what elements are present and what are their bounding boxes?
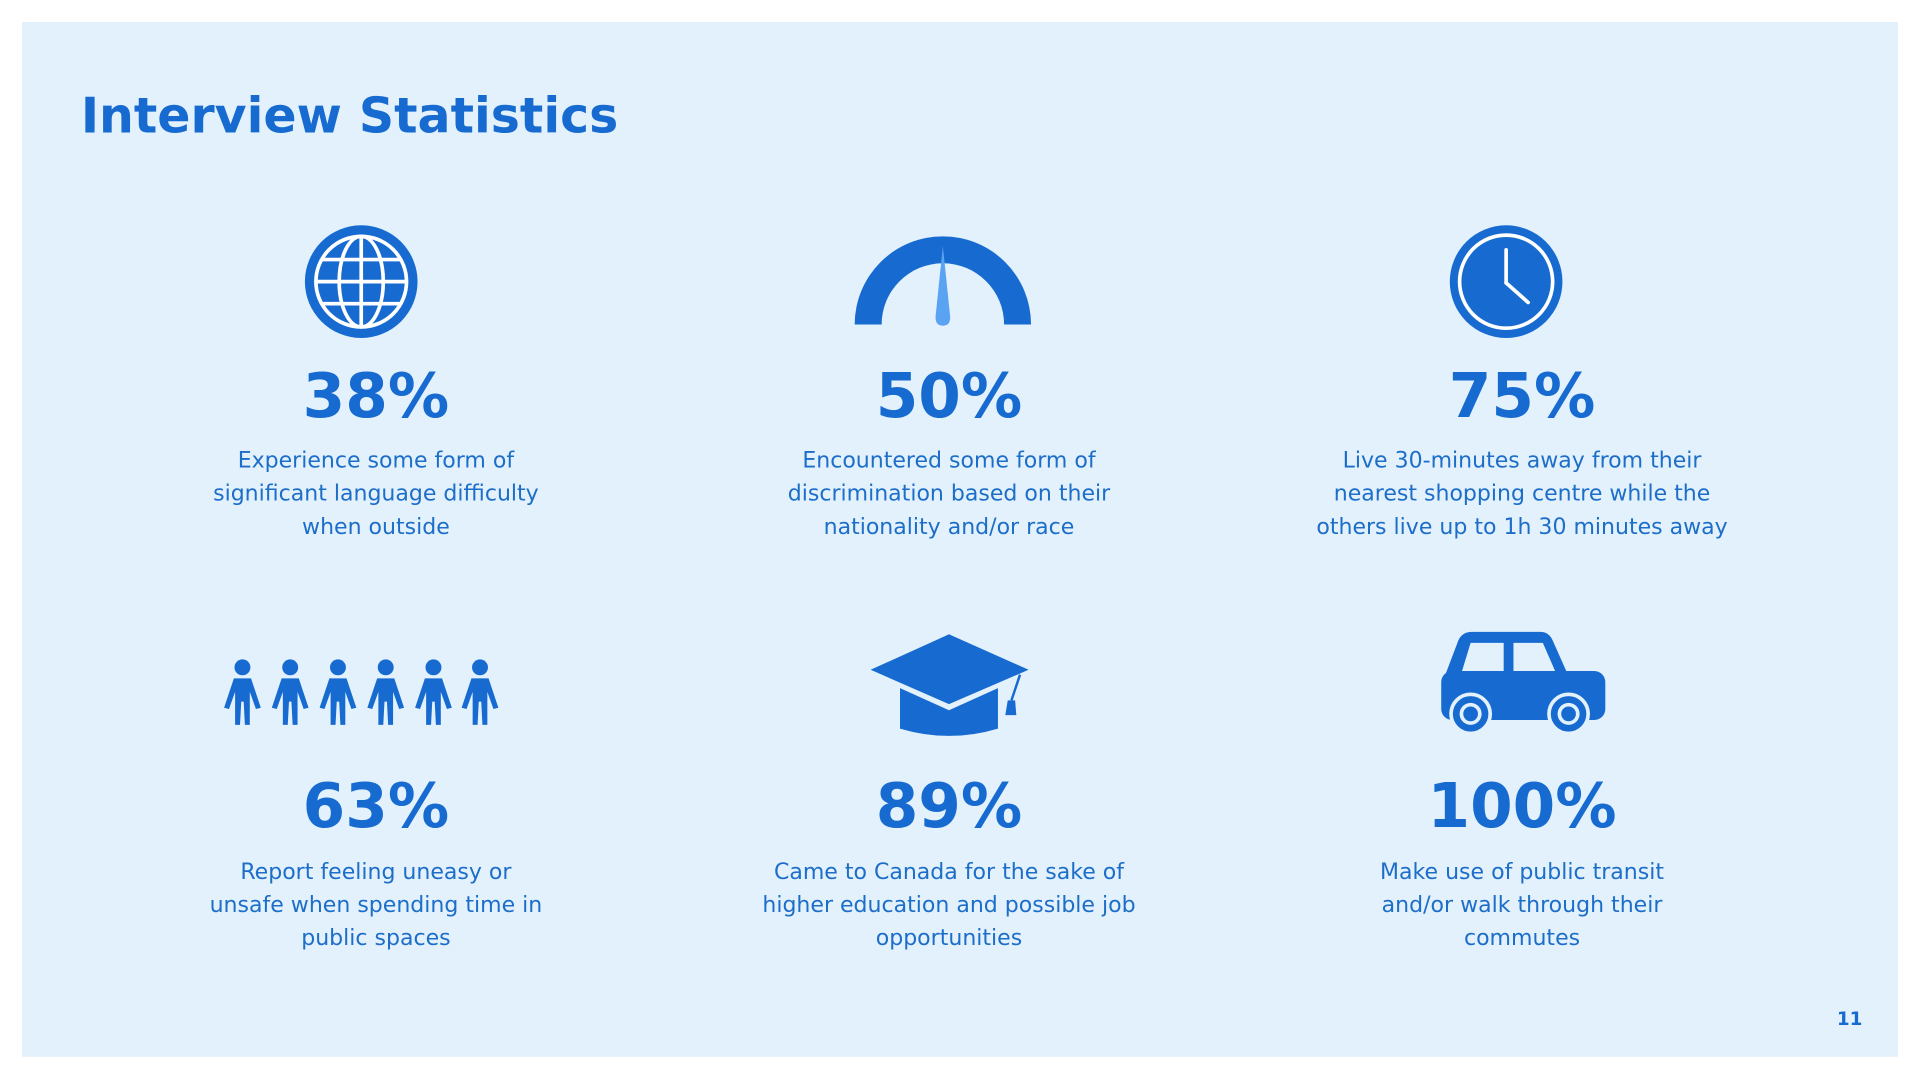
stat-description: nationality and/or race <box>824 515 1075 540</box>
stat-description: significant language difficulty <box>213 482 539 507</box>
stat-value: 89% <box>876 771 1023 842</box>
title: Interview Statistics <box>81 87 619 144</box>
people-icon <box>224 659 499 725</box>
stat-description: higher education and possible job <box>762 893 1135 918</box>
stat-description: Came to Canada for the sake of <box>774 860 1125 885</box>
gauge-icon <box>854 236 1032 326</box>
car-icon <box>1441 631 1606 736</box>
stat-value: 50% <box>876 361 1023 432</box>
globe-icon <box>304 225 418 338</box>
stat-description: nearest shopping centre while the <box>1334 482 1711 507</box>
stat-value: 38% <box>303 361 450 432</box>
stat-description: public spaces <box>301 926 450 951</box>
stat-description: Report feeling uneasy or <box>240 860 512 885</box>
graduation-cap-icon <box>870 634 1029 736</box>
stat-description: and/or walk through their <box>1382 893 1664 918</box>
stat-description: discrimination based on their <box>788 482 1111 507</box>
slide-background <box>22 22 1898 1057</box>
stat-description: when outside <box>302 515 450 540</box>
stat-description: unsafe when spending time in <box>210 893 543 918</box>
stat-description: Live 30-minutes away from their <box>1343 449 1703 474</box>
stat-value: 100% <box>1427 771 1616 842</box>
stat-description: Encountered some form of <box>802 449 1097 474</box>
stat-value: 63% <box>303 771 450 842</box>
stat-description: Make use of public transit <box>1380 860 1664 885</box>
stat-value: 75% <box>1449 361 1596 432</box>
stat-description: commutes <box>1464 926 1580 951</box>
page-number: 11 <box>1837 1009 1863 1030</box>
clock-icon <box>1449 225 1563 338</box>
stat-description: opportunities <box>876 926 1022 951</box>
stat-description: others live up to 1h 30 minutes away <box>1316 515 1727 540</box>
stat-description: Experience some form of <box>238 449 516 474</box>
